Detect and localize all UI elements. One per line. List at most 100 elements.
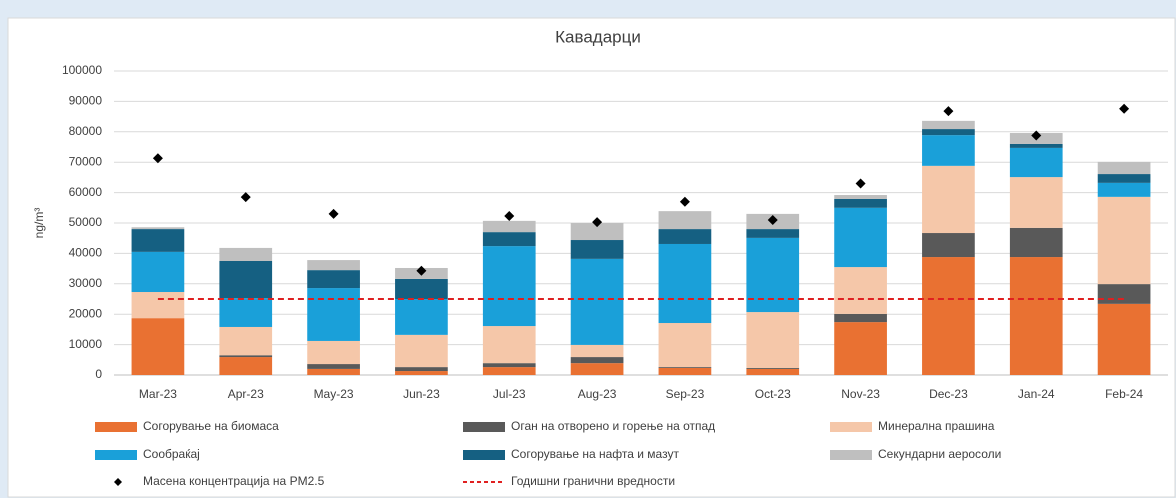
concentration-point <box>416 265 427 276</box>
x-tick-label: Sep-23 <box>666 387 705 401</box>
concentration-point <box>1119 103 1130 114</box>
bar-segment <box>307 340 360 365</box>
bar-segment <box>834 207 887 268</box>
y-tick-label: 30000 <box>69 276 103 290</box>
legend-label: Секундарни аеросоли <box>878 447 1001 461</box>
concentration-point <box>767 214 778 225</box>
concentration-point <box>679 196 690 207</box>
bar-segment <box>1097 303 1151 375</box>
y-tick-label: 20000 <box>69 306 103 320</box>
y-tick-label: 60000 <box>69 185 103 199</box>
legend-label: Годишни гранични вредности <box>511 474 675 488</box>
bar-segment <box>131 229 185 252</box>
bar-segment <box>131 251 185 293</box>
y-tick-label: 100000 <box>62 63 102 77</box>
bar-segment <box>482 326 536 364</box>
bar-segment <box>219 355 273 358</box>
bar-segment <box>307 288 360 341</box>
bar-segment <box>834 198 887 208</box>
legend-swatch <box>95 422 137 432</box>
bar-segment <box>1009 177 1063 228</box>
bar-segment <box>395 299 448 335</box>
bar-segment <box>746 229 800 238</box>
bar-segment <box>131 292 185 319</box>
bar-segment <box>395 334 448 368</box>
bar-segment <box>219 357 273 375</box>
bar-segment <box>922 165 975 234</box>
x-tick-label: Nov-23 <box>841 387 880 401</box>
x-tick-label: Jan-24 <box>1018 387 1055 401</box>
bar-segment <box>658 211 712 230</box>
bar-segment <box>746 368 800 369</box>
bar-segment <box>219 247 273 261</box>
legend-swatch <box>830 450 872 460</box>
bar-segment <box>834 322 887 375</box>
bar-segment <box>482 220 536 233</box>
bar-segment <box>482 363 536 368</box>
y-axis-label: ng/m³ <box>32 208 46 239</box>
x-tick-label: Apr-23 <box>228 387 264 401</box>
legend-swatch <box>830 422 872 432</box>
bar-segment <box>834 267 887 314</box>
bar-segment <box>1009 227 1063 258</box>
bar-segment <box>1009 143 1063 148</box>
y-tick-label: 90000 <box>69 94 103 108</box>
bar-segment <box>746 237 800 313</box>
bar-segment <box>746 368 800 375</box>
bar-segment <box>658 367 712 369</box>
legend-swatch <box>95 450 137 460</box>
bar-segment <box>570 344 624 358</box>
bar-segment <box>131 227 185 230</box>
bar-segment <box>922 120 975 130</box>
bar-segment <box>1009 147 1063 178</box>
concentration-point <box>328 208 339 219</box>
concentration-point <box>855 178 866 189</box>
bar-segment <box>1097 196 1151 285</box>
bar-segment <box>219 326 273 356</box>
bar-segment <box>570 258 624 345</box>
bar-segment <box>570 357 624 364</box>
bar-segment <box>482 232 536 247</box>
legend-label: Согорување на биомаса <box>143 419 279 433</box>
legend-label: Оган на отворено и горење на отпад <box>511 419 715 433</box>
bar-segment <box>922 233 975 258</box>
bar-segment <box>570 223 624 241</box>
bar-segment <box>1009 257 1063 375</box>
bar-segment <box>922 129 975 136</box>
x-tick-label: Feb-24 <box>1105 387 1143 401</box>
bar-segment <box>922 257 975 375</box>
bar-segment <box>395 278 448 299</box>
chart-title: Кавадарци <box>555 27 641 46</box>
bar-segment <box>307 364 360 369</box>
concentration-point <box>1031 130 1042 141</box>
legend-label: Минерална прашина <box>878 419 995 433</box>
bar-segment <box>1097 174 1151 183</box>
bar-segment <box>307 260 360 271</box>
y-tick-label: 50000 <box>69 215 103 229</box>
bar-segment <box>570 240 624 259</box>
x-tick-label: Dec-23 <box>929 387 968 401</box>
legend-swatch <box>463 450 505 460</box>
bar-segment <box>131 318 185 375</box>
bar-segment <box>1097 182 1151 197</box>
bar-segment <box>658 229 712 244</box>
bar-segment <box>219 298 273 327</box>
y-tick-label: 80000 <box>69 124 103 138</box>
y-tick-label: 40000 <box>69 246 103 260</box>
bar-segment <box>307 270 360 289</box>
bar-segment <box>219 261 273 299</box>
legend-swatch <box>463 422 505 432</box>
x-tick-label: Oct-23 <box>755 387 791 401</box>
y-tick-label: 70000 <box>69 154 103 168</box>
x-tick-label: May-23 <box>314 387 354 401</box>
bar-segment <box>307 368 360 375</box>
concentration-point <box>943 106 954 117</box>
bar-segment <box>746 312 800 369</box>
bar-segment <box>658 243 712 324</box>
bar-segment <box>570 363 624 375</box>
legend-swatch <box>114 478 122 486</box>
concentration-point <box>592 217 603 228</box>
concentration-point <box>504 211 515 222</box>
